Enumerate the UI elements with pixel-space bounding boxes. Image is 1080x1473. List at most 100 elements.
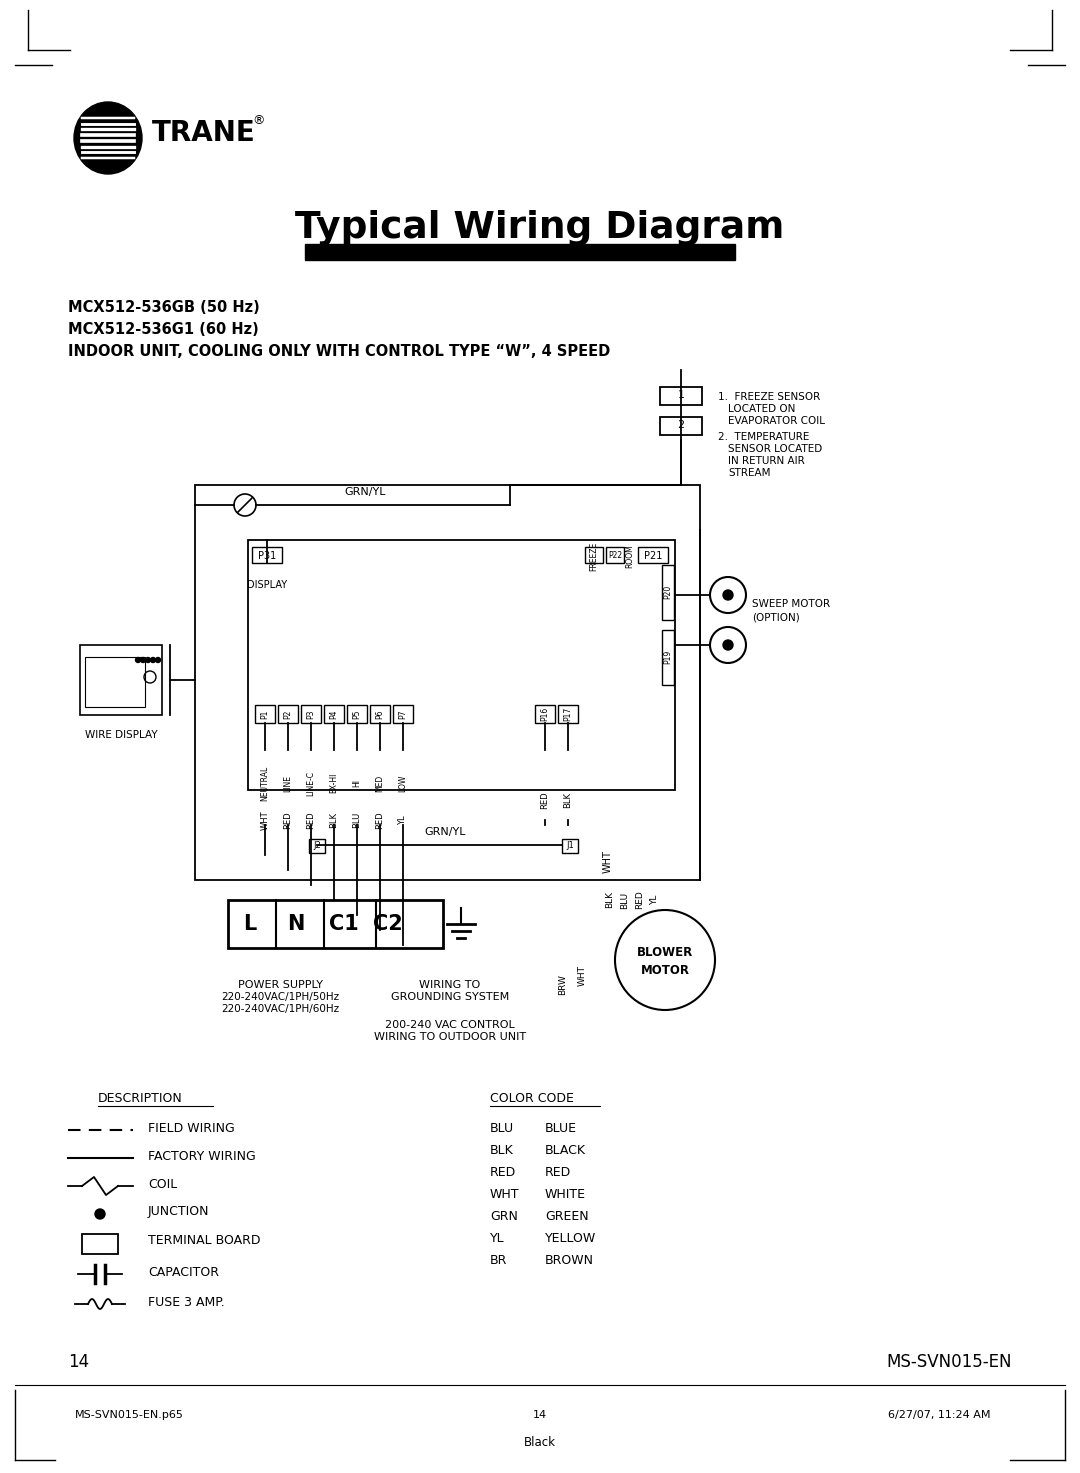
Text: BLUE: BLUE — [545, 1121, 577, 1134]
Text: BLK: BLK — [606, 891, 615, 909]
Text: BR: BR — [490, 1254, 508, 1267]
Bar — [347, 706, 367, 723]
Circle shape — [150, 657, 156, 663]
Text: FUSE 3 AMP.: FUSE 3 AMP. — [148, 1295, 225, 1308]
Text: WHT: WHT — [490, 1187, 519, 1200]
Text: P31: P31 — [258, 551, 276, 561]
Text: 2: 2 — [677, 420, 685, 430]
Text: FACTORY WIRING: FACTORY WIRING — [148, 1149, 256, 1162]
Text: RED: RED — [376, 812, 384, 829]
Bar — [248, 541, 675, 790]
Text: YL: YL — [399, 815, 407, 825]
Text: SWEEP MOTOR: SWEEP MOTOR — [752, 600, 831, 608]
Text: MS-SVN015-EN: MS-SVN015-EN — [887, 1354, 1012, 1371]
Text: FREEZE: FREEZE — [590, 542, 598, 570]
Text: BLK: BLK — [490, 1143, 514, 1156]
Circle shape — [156, 657, 161, 663]
Text: (OPTION): (OPTION) — [752, 613, 800, 623]
Text: JUNCTION: JUNCTION — [148, 1205, 210, 1218]
Text: MCX512-536G1 (60 Hz): MCX512-536G1 (60 Hz) — [68, 323, 259, 337]
Text: MCX512-536GB (50 Hz): MCX512-536GB (50 Hz) — [68, 300, 260, 315]
Text: WHT: WHT — [603, 850, 613, 873]
Text: EX-HI: EX-HI — [329, 773, 338, 792]
Bar — [393, 706, 413, 723]
Text: C1: C1 — [329, 915, 359, 934]
Bar — [195, 485, 700, 879]
Text: BLU: BLU — [490, 1121, 514, 1134]
Circle shape — [146, 657, 150, 663]
Text: 6/27/07, 11:24 AM: 6/27/07, 11:24 AM — [888, 1410, 990, 1420]
Bar — [535, 706, 555, 723]
Text: GRN/YL: GRN/YL — [345, 488, 386, 496]
Text: RED: RED — [283, 812, 293, 829]
Bar — [370, 706, 390, 723]
Text: J2: J2 — [313, 841, 321, 850]
Text: BLU: BLU — [621, 891, 630, 909]
Text: BLOWER: BLOWER — [637, 946, 693, 959]
Text: P16: P16 — [540, 707, 550, 722]
Text: WHT: WHT — [260, 810, 270, 829]
Text: WIRING TO OUTDOOR UNIT: WIRING TO OUTDOOR UNIT — [374, 1033, 526, 1041]
Bar — [324, 706, 345, 723]
Text: 220-240VAC/1PH/60Hz: 220-240VAC/1PH/60Hz — [221, 1005, 339, 1013]
Circle shape — [723, 591, 733, 600]
Text: P3: P3 — [307, 710, 315, 719]
Text: RED: RED — [540, 791, 550, 809]
Text: GREEN: GREEN — [545, 1209, 589, 1223]
Bar — [255, 706, 275, 723]
Text: HI: HI — [352, 779, 362, 787]
Bar — [585, 546, 603, 563]
Text: 2.  TEMPERATURE: 2. TEMPERATURE — [718, 432, 809, 442]
Text: P7: P7 — [399, 710, 407, 719]
Text: N: N — [287, 915, 305, 934]
Text: 14: 14 — [532, 1410, 548, 1420]
Text: COLOR CODE: COLOR CODE — [490, 1091, 573, 1105]
Text: C2: C2 — [373, 915, 403, 934]
Bar — [228, 900, 443, 949]
Text: MS-SVN015-EN.p65: MS-SVN015-EN.p65 — [75, 1410, 184, 1420]
Text: 1: 1 — [677, 390, 685, 401]
Text: GRN/YL: GRN/YL — [424, 826, 465, 837]
Text: P1: P1 — [260, 710, 270, 719]
Text: BROWN: BROWN — [545, 1254, 594, 1267]
Text: RED: RED — [490, 1165, 516, 1178]
Text: P2: P2 — [283, 710, 293, 719]
Text: SENSOR LOCATED: SENSOR LOCATED — [728, 443, 822, 454]
Text: J1: J1 — [566, 841, 573, 850]
Text: RED: RED — [635, 891, 645, 909]
Text: MOTOR: MOTOR — [640, 963, 689, 977]
Circle shape — [95, 1209, 105, 1220]
Text: ®: ® — [252, 115, 265, 128]
Text: P5: P5 — [352, 710, 362, 719]
Bar — [606, 546, 624, 563]
Bar — [278, 706, 298, 723]
Text: WIRING TO: WIRING TO — [419, 980, 481, 990]
Circle shape — [135, 657, 140, 663]
Bar — [558, 706, 578, 723]
Text: P21: P21 — [644, 551, 662, 561]
Text: TERMINAL BOARD: TERMINAL BOARD — [148, 1233, 260, 1246]
Text: GROUNDING SYSTEM: GROUNDING SYSTEM — [391, 991, 509, 1002]
Text: CAPACITOR: CAPACITOR — [148, 1265, 219, 1279]
Text: L: L — [243, 915, 257, 934]
Circle shape — [723, 639, 733, 650]
Text: INDOOR UNIT, COOLING ONLY WITH CONTROL TYPE “W”, 4 SPEED: INDOOR UNIT, COOLING ONLY WITH CONTROL T… — [68, 345, 610, 359]
Bar — [305, 245, 735, 261]
Text: Typical Wiring Diagram: Typical Wiring Diagram — [295, 211, 785, 246]
Text: BLK: BLK — [329, 812, 338, 828]
Bar — [85, 657, 145, 707]
Ellipse shape — [75, 102, 141, 174]
Text: RED: RED — [545, 1165, 571, 1178]
Text: MED: MED — [376, 775, 384, 791]
Bar — [301, 706, 321, 723]
Text: COIL: COIL — [148, 1177, 177, 1190]
Text: P20: P20 — [663, 585, 673, 600]
Text: WHITE: WHITE — [545, 1187, 586, 1200]
Bar — [638, 546, 669, 563]
Text: DESCRIPTION: DESCRIPTION — [98, 1091, 183, 1105]
Bar — [82, 1234, 118, 1254]
Text: STREAM: STREAM — [728, 468, 770, 479]
Text: NEUTRAL: NEUTRAL — [260, 766, 270, 801]
Text: IN RETURN AIR: IN RETURN AIR — [728, 457, 805, 465]
Text: Black: Black — [524, 1436, 556, 1449]
